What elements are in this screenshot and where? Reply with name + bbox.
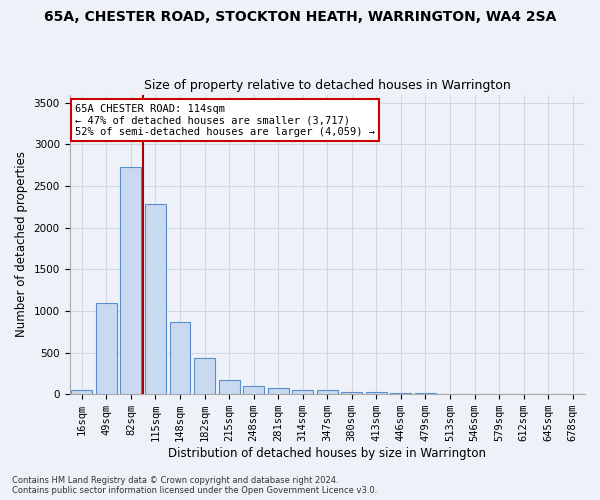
Bar [341, 392, 362, 394]
Text: 65A, CHESTER ROAD, STOCKTON HEATH, WARRINGTON, WA4 2SA: 65A, CHESTER ROAD, STOCKTON HEATH, WARRI… [44, 10, 556, 24]
Bar [292, 390, 313, 394]
Text: Contains HM Land Registry data © Crown copyright and database right 2024.
Contai: Contains HM Land Registry data © Crown c… [12, 476, 377, 495]
Text: 65A CHESTER ROAD: 114sqm
← 47% of detached houses are smaller (3,717)
52% of sem: 65A CHESTER ROAD: 114sqm ← 47% of detach… [74, 104, 374, 136]
Bar [170, 322, 190, 394]
X-axis label: Distribution of detached houses by size in Warrington: Distribution of detached houses by size … [168, 447, 486, 460]
Bar [194, 358, 215, 394]
Bar [317, 390, 338, 394]
Bar [366, 392, 387, 394]
Bar [121, 167, 142, 394]
Y-axis label: Number of detached properties: Number of detached properties [15, 152, 28, 338]
Bar [243, 386, 264, 394]
Bar [71, 390, 92, 394]
Bar [391, 392, 412, 394]
Bar [218, 380, 239, 394]
Bar [145, 204, 166, 394]
Title: Size of property relative to detached houses in Warrington: Size of property relative to detached ho… [144, 79, 511, 92]
Bar [268, 388, 289, 394]
Bar [96, 302, 117, 394]
